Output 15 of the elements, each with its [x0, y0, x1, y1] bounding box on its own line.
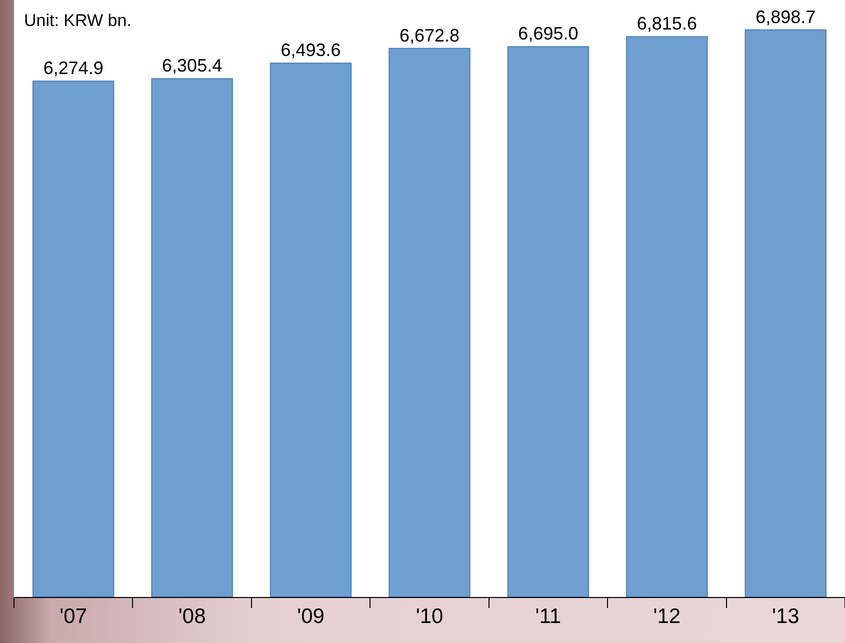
annotation: Unit: KRW bn. — [24, 11, 132, 30]
data-label: 6,815.6 — [636, 14, 697, 34]
data-label: 6,695.0 — [518, 24, 578, 44]
x-tick-label: '10 — [416, 605, 444, 628]
x-tick-label: '12 — [653, 605, 681, 628]
x-tick-label: '11 — [535, 605, 562, 628]
data-label: 6,898.7 — [756, 6, 816, 27]
x-tick-label: '09 — [297, 605, 324, 628]
data-label: 6,274.9 — [43, 58, 104, 78]
x-tick-label: '08 — [178, 605, 206, 628]
x-tick-label: '13 — [772, 605, 800, 628]
data-label: 6,493.6 — [280, 40, 341, 60]
data-label: 6,305.4 — [162, 56, 222, 76]
data-label: 6,672.8 — [399, 25, 460, 46]
x-tick-label: '07 — [60, 605, 88, 628]
